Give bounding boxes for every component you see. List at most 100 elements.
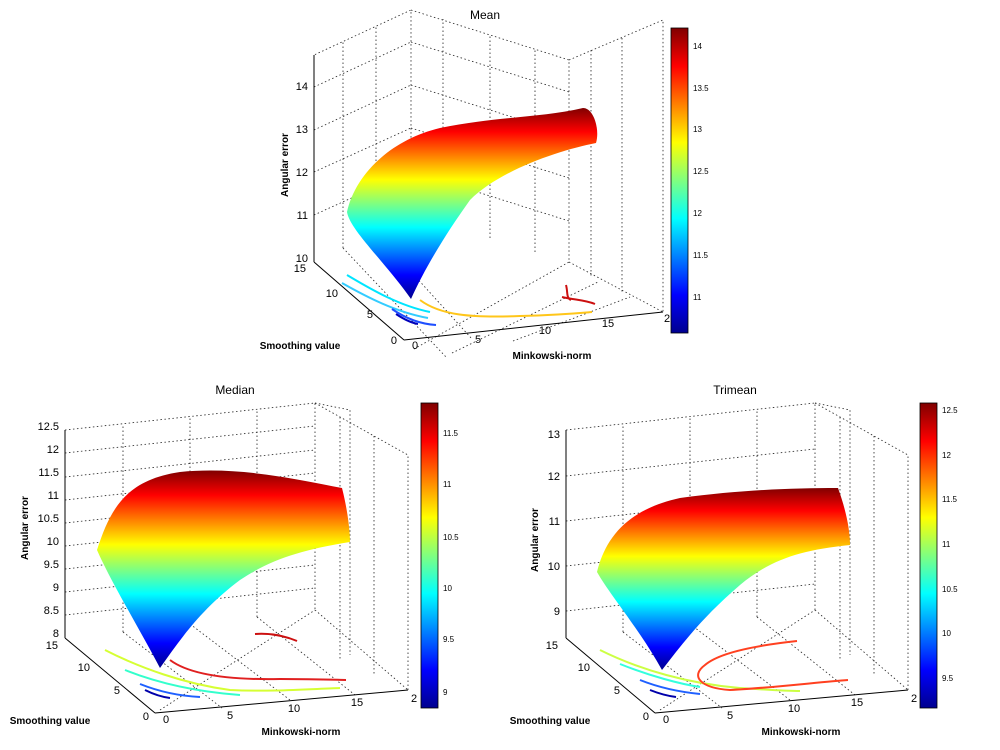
x-tick: 0 — [412, 340, 418, 352]
z-tick: 11.5 — [38, 467, 59, 479]
axes — [313, 55, 664, 341]
colorbar-tick: 11.5 — [443, 429, 459, 438]
y-tick: 15 — [46, 640, 58, 652]
chart-title: Mean — [470, 8, 500, 22]
z-tick: 11 — [48, 490, 59, 502]
error-surface — [597, 488, 850, 670]
z-tick: 9.5 — [44, 559, 59, 571]
x-axis-label: Minkowski-norm — [262, 727, 341, 738]
colorbar: 9.5 10 10.5 11 11.5 12 12.5 — [919, 402, 958, 709]
z-tick: 13 — [296, 124, 308, 136]
z-tick: 9 — [554, 606, 560, 618]
chart-title: Trimean — [713, 383, 757, 397]
x-tick: 2 — [664, 313, 670, 325]
panel-trimean: Trimean 9 10 11 — [510, 383, 958, 738]
y-tick: 10 — [326, 288, 338, 300]
colorbar-tick: 12.5 — [942, 406, 958, 415]
y-axis-label: Smoothing value — [10, 716, 91, 727]
x-tick: 15 — [851, 697, 863, 709]
chart-title: Median — [215, 383, 254, 397]
z-tick-labels: 9 10 11 12 13 — [548, 429, 560, 618]
y-axis-label: Smoothing value — [510, 716, 591, 727]
colorbar-tick: 11 — [443, 480, 452, 489]
x-tick: 5 — [727, 710, 733, 722]
contour-lines — [599, 640, 849, 698]
x-tick-labels: 0 5 10 15 2 — [412, 313, 670, 352]
colorbar-tick: 12 — [942, 451, 951, 460]
colorbar: 11 11.5 12 12.5 13 13.5 14 — [670, 27, 709, 334]
x-tick-labels: 0 5 10 15 2 — [163, 693, 417, 726]
colorbar-tick: 12.5 — [693, 167, 709, 176]
x-tick: 0 — [663, 714, 669, 726]
y-tick: 0 — [143, 711, 149, 723]
z-tick: 14 — [296, 81, 308, 93]
x-tick: 10 — [788, 703, 800, 715]
colorbar-tick: 12 — [693, 209, 702, 218]
error-surface — [347, 108, 598, 299]
x-tick: 15 — [602, 318, 614, 330]
colorbar-tick: 10 — [443, 584, 452, 593]
y-tick: 5 — [367, 309, 373, 321]
x-tick: 5 — [475, 334, 481, 346]
z-tick: 10 — [47, 536, 59, 548]
x-tick: 0 — [163, 714, 169, 726]
x-axis-label: Minkowski-norm — [762, 727, 841, 738]
colorbar-tick: 11.5 — [942, 495, 958, 504]
y-tick-labels: 0 5 10 15 — [294, 263, 397, 347]
colorbar-tick: 14 — [693, 42, 702, 51]
z-tick: 9 — [53, 582, 59, 594]
y-tick: 15 — [294, 263, 306, 275]
z-tick: 11 — [549, 516, 560, 528]
z-tick: 8.5 — [44, 605, 59, 617]
z-tick: 10.5 — [38, 513, 59, 525]
x-tick: 15 — [351, 697, 363, 709]
z-axis-label: Angular error — [280, 133, 291, 197]
y-tick: 0 — [391, 335, 397, 347]
y-tick: 10 — [78, 662, 90, 674]
z-tick: 10 — [548, 561, 560, 573]
z-tick-labels: 10 11 12 13 14 — [296, 81, 308, 265]
axes — [565, 430, 909, 714]
colorbar-tick: 11 — [693, 293, 702, 302]
x-tick: 10 — [539, 325, 551, 337]
colorbar-tick: 13.5 — [693, 84, 709, 93]
z-tick: 12.5 — [38, 421, 59, 433]
z-tick: 8 — [53, 628, 59, 640]
panel-median: Median — [10, 383, 459, 738]
colorbar-tick: 9 — [443, 688, 448, 697]
y-axis-label: Smoothing value — [260, 341, 341, 352]
z-tick: 12 — [296, 167, 308, 179]
y-tick: 5 — [114, 685, 120, 697]
colorbar-tick: 10.5 — [942, 585, 958, 594]
x-tick: 2 — [911, 693, 917, 705]
colorbar-tick: 10 — [942, 629, 951, 638]
x-tick: 10 — [288, 703, 300, 715]
y-tick: 0 — [643, 711, 649, 723]
y-tick: 15 — [546, 640, 558, 652]
panel-mean: Mean — [260, 8, 709, 362]
z-tick: 12 — [47, 444, 59, 456]
colorbar-tick: 11 — [942, 540, 951, 549]
colorbar-tick: 11.5 — [693, 251, 709, 260]
axes — [64, 430, 409, 714]
z-tick-labels: 8 8.5 9 9.5 10 10.5 11 11.5 12 12.5 — [38, 421, 59, 640]
y-tick: 5 — [614, 685, 620, 697]
colorbar-tick: 9.5 — [443, 635, 455, 644]
x-axis-label: Minkowski-norm — [513, 351, 592, 362]
colorbar: 9 9.5 10 10.5 11 11.5 — [420, 402, 459, 709]
z-tick: 13 — [548, 429, 560, 441]
contour-lines — [104, 632, 347, 699]
error-surface — [97, 470, 350, 668]
x-tick-labels: 0 5 10 15 2 — [663, 693, 917, 726]
z-tick: 11 — [297, 210, 308, 222]
x-tick: 2 — [411, 693, 417, 705]
colorbar-tick: 13 — [693, 125, 702, 134]
y-tick-labels: 0 5 10 15 — [46, 640, 149, 723]
x-tick: 5 — [227, 710, 233, 722]
z-axis-label: Angular error — [20, 496, 31, 560]
z-tick: 12 — [548, 471, 560, 483]
z-axis-label: Angular error — [530, 508, 541, 572]
contour-lines — [341, 274, 596, 326]
z-tick: 10 — [296, 253, 308, 265]
